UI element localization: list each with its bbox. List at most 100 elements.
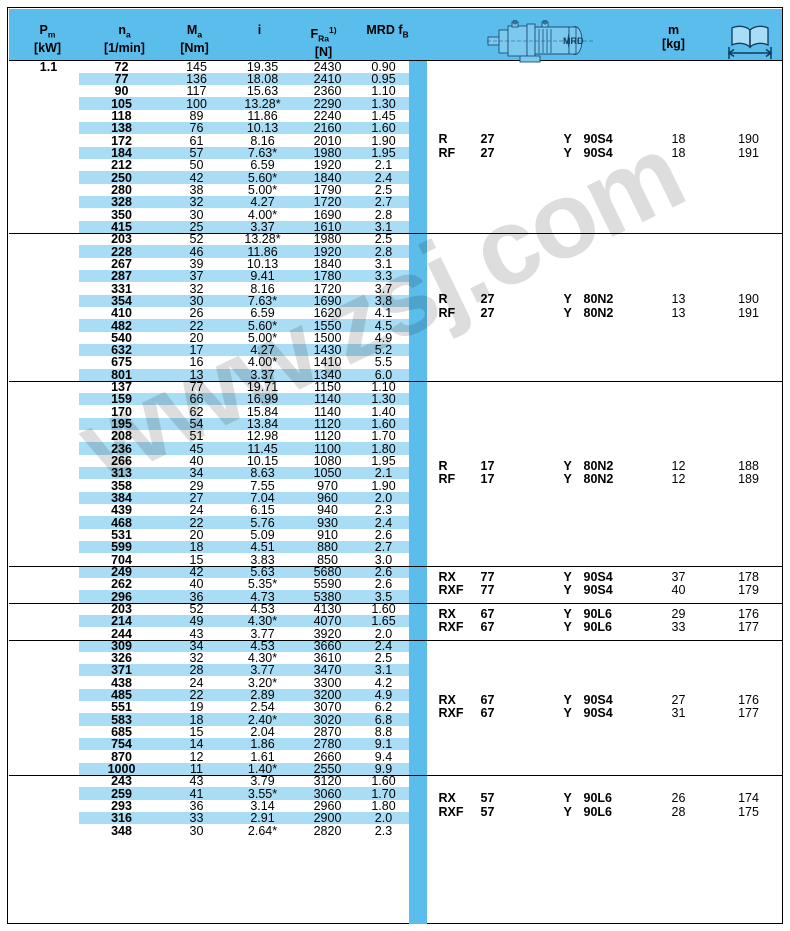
cell-i: 4.00*: [247, 207, 278, 222]
cell-fra: 3020: [313, 712, 342, 727]
cell-na: 331: [111, 281, 132, 296]
cell-fra: 1690: [313, 207, 342, 222]
cell-fb: 3.5: [374, 589, 393, 604]
cell-fra: 1550: [313, 318, 342, 333]
cell-fra: 1080: [313, 454, 342, 469]
motor-cell-motor: 90L6: [583, 606, 613, 621]
cell-na: 1000: [107, 762, 136, 777]
cell-i: 15.63: [246, 84, 279, 99]
motor-cell-conn: Y: [563, 132, 572, 147]
cell-fb: 3.1: [374, 256, 393, 271]
motor-cell-page: 190: [738, 292, 759, 307]
cell-i: 4.00*: [247, 355, 278, 370]
cell-fb: 1.65: [371, 614, 396, 629]
cell-fra: 1690: [313, 293, 342, 308]
cell-ma: 20: [189, 527, 204, 542]
cell-ma: 136: [186, 72, 207, 87]
motor-cell-type: RXF: [438, 620, 464, 635]
cell-ma: 24: [189, 503, 204, 518]
cell-ma: 13: [189, 367, 204, 382]
cell-na: 137: [111, 380, 132, 395]
motor-cell-motor: 90S4: [583, 569, 613, 584]
row-stripe: [78, 738, 409, 751]
row-stripe: [78, 516, 409, 529]
cell-i: 4.30*: [247, 651, 278, 666]
cell-na: 540: [111, 330, 132, 345]
cell-na: 482: [111, 318, 132, 333]
cell-fra: 1920: [313, 158, 342, 173]
cell-i: 10.15: [246, 454, 279, 469]
motor-cell-size: 17: [480, 458, 495, 473]
row-stripe: [78, 245, 409, 258]
cell-ma: 22: [189, 515, 204, 530]
cell-fb: 1.70: [371, 786, 396, 801]
cell-ma: 57: [189, 146, 204, 161]
motor-cell-conn: Y: [563, 305, 572, 320]
cell-na: 313: [111, 466, 132, 481]
cell-fb: 1.60: [371, 121, 396, 136]
cell-ma: 14: [189, 737, 204, 752]
cell-fb: 2.6: [374, 577, 393, 592]
cell-ma: 25: [189, 219, 204, 234]
cell-fb: 2.4: [374, 515, 393, 530]
cell-i: 2.40*: [247, 712, 278, 727]
block-separator: [8, 380, 782, 382]
cell-na: 159: [111, 392, 132, 407]
cell-fra: 1430: [313, 343, 342, 358]
motor-cell-conn: Y: [563, 706, 572, 721]
motor-cell-page: 188: [738, 458, 759, 473]
cell-fb: 1.60: [371, 774, 396, 789]
motor-cell-size: 17: [480, 472, 495, 487]
cell-fra: 850: [317, 552, 338, 567]
motor-cell-motor: 90S4: [583, 132, 613, 147]
motor-cell-size: 67: [480, 706, 495, 721]
cell-fra: 1120: [314, 417, 341, 432]
cell-fb: 2.8: [374, 244, 393, 259]
cell-ma: 52: [189, 232, 204, 247]
cell-fb: 2.7: [374, 195, 393, 210]
cell-fb: 3.3: [374, 269, 393, 284]
motor-cell-type: R: [438, 458, 448, 473]
cell-i: 1.86: [250, 737, 275, 752]
cell-fb: 1.10: [371, 380, 396, 395]
cell-fb: 1.60: [371, 601, 396, 616]
cell-fra: 2430: [313, 59, 342, 74]
cell-fra: 3920: [313, 626, 342, 641]
cell-i: 2.64*: [247, 823, 278, 838]
cell-fb: 8.8: [374, 725, 393, 740]
cell-ma: 145: [186, 59, 207, 74]
header-cell-pm: Pm [kW]: [33, 22, 62, 56]
cell-fb: 2.7: [374, 540, 393, 555]
cell-ma: 22: [189, 318, 204, 333]
motor-cell-size: 77: [480, 583, 495, 598]
cell-fra: 1790: [313, 183, 342, 197]
cell-i: 13.28*: [244, 232, 281, 247]
cell-na: 754: [111, 737, 132, 752]
cell-na: 172: [111, 133, 132, 148]
motor-cell-conn: Y: [563, 472, 572, 487]
cell-i: 12.98: [246, 429, 279, 444]
row-stripe: [78, 787, 409, 800]
block-separator: [8, 232, 782, 234]
cell-fb: 1.45: [371, 109, 396, 124]
cell-ma: 32: [189, 195, 204, 210]
row-stripe: [78, 294, 409, 307]
cell-i: 3.83: [250, 552, 275, 567]
cell-fb: 2.0: [374, 626, 393, 641]
motor-cell-mass: 28: [671, 804, 686, 819]
cell-i: 18.08: [246, 72, 279, 87]
cell-ma: 49: [189, 614, 204, 629]
cell-fra: 940: [317, 503, 338, 518]
motor-cell-conn: Y: [563, 804, 572, 819]
cell-na: 293: [111, 799, 132, 813]
cell-na: 259: [111, 786, 132, 801]
motor-cell-type: RXF: [438, 706, 464, 721]
cell-na: 551: [111, 700, 132, 715]
cell-i: 3.20*: [247, 675, 278, 690]
cell-ma: 41: [189, 786, 204, 801]
motor-cell-page: 175: [738, 804, 759, 819]
motor-cell-motor: 90S4: [583, 145, 613, 160]
gearmotor-icon: MRD: [486, 19, 595, 64]
cell-i: 8.63: [250, 466, 275, 481]
header-cell-m: m [kg]: [662, 22, 685, 51]
